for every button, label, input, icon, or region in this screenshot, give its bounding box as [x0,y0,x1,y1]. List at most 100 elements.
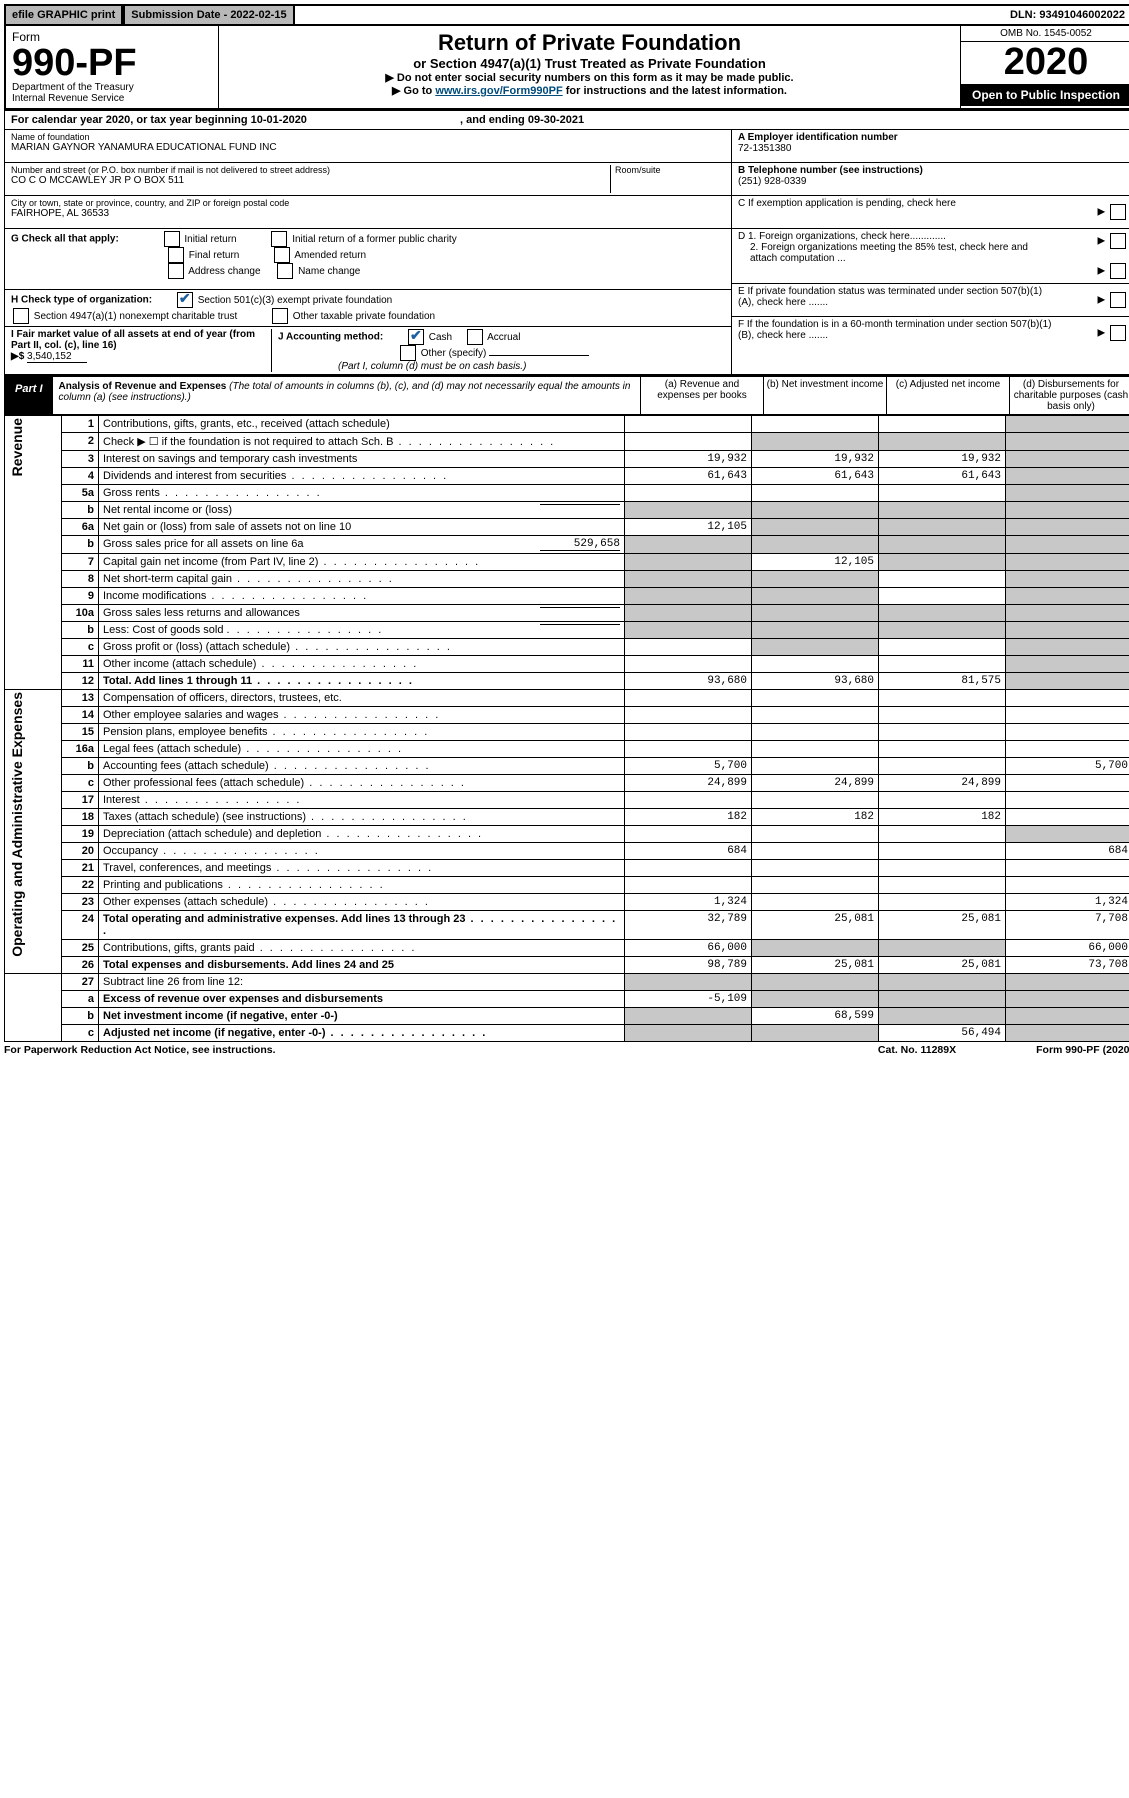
amount-cell [752,588,879,605]
initial-pub-label: Initial return of a former public charit… [292,234,457,245]
i-arrow: ▶$ [11,351,24,362]
h-row: H Check type of organization: Section 50… [5,290,731,327]
line-number: b [62,1008,99,1025]
addr-change-checkbox[interactable] [168,263,184,279]
line-description: Income modifications [99,588,625,605]
table-row: 25Contributions, gifts, grants paid66,00… [5,940,1129,957]
amount-cell [1006,792,1129,809]
amount-cell: 61,643 [879,468,1006,485]
line-description: Other employee salaries and wages [99,707,625,724]
ein-row: A Employer identification number 72-1351… [732,130,1129,163]
amount-cell [625,741,752,758]
amount-cell [879,502,1006,519]
f-checkbox[interactable] [1110,325,1126,341]
form-subtitle: or Section 4947(a)(1) Trust Treated as P… [225,56,954,71]
initial-pub-checkbox[interactable] [271,231,287,247]
room-label: Room/suite [615,165,725,175]
cal-mid: , and ending [460,114,528,126]
amount-cell [752,690,879,707]
line-description: Net rental income or (loss) [99,502,625,519]
cat-no: Cat. No. 11289X [878,1044,956,1056]
entity-left: Name of foundation MARIAN GAYNOR YANAMUR… [5,130,731,374]
line-number: 23 [62,894,99,911]
line-description: Net gain or (loss) from sale of assets n… [99,519,625,536]
ein-value: 72-1351380 [738,143,791,154]
line-description: Gross profit or (loss) (attach schedule) [99,639,625,656]
c-checkbox[interactable] [1110,204,1126,220]
efile-graphic-label: efile GRAPHIC print [6,6,123,24]
amount-cell [1006,622,1129,639]
line-description: Check ▶ ☐ if the foundation is not requi… [99,433,625,451]
line-description: Other expenses (attach schedule) [99,894,625,911]
line-description: Other professional fees (attach schedule… [99,775,625,792]
table-row: Operating and Administrative Expenses13C… [5,690,1129,707]
amount-cell [879,860,1006,877]
irs-label: Internal Revenue Service [12,93,212,104]
c-label: C If exemption application is pending, c… [738,198,956,209]
line-description: Net investment income (if negative, ente… [99,1008,625,1025]
amount-cell [879,1008,1006,1025]
amended-checkbox[interactable] [274,247,290,263]
amount-cell [1006,1008,1129,1025]
instruction-1: ▶ Do not enter social security numbers o… [225,71,954,84]
amount-cell [1006,416,1129,433]
other-tax-checkbox[interactable] [272,308,288,324]
line-number: 7 [62,554,99,571]
line-description: Pension plans, employee benefits [99,724,625,741]
table-row: 2Check ▶ ☐ if the foundation is not requ… [5,433,1129,451]
table-row: 18Taxes (attach schedule) (see instructi… [5,809,1129,826]
amount-cell: 24,899 [879,775,1006,792]
d2-checkbox[interactable] [1110,263,1126,279]
section-label [5,974,62,1042]
ein-label: A Employer identification number [738,132,898,143]
other-tax-label: Other taxable private foundation [293,311,435,322]
tel-label: B Telephone number (see instructions) [738,165,923,176]
dln-label: DLN: 93491046002022 [1004,6,1129,24]
initial-return-checkbox[interactable] [164,231,180,247]
col-a-header: (a) Revenue and expenses per books [640,377,763,414]
amount-cell [625,877,752,894]
amount-cell [625,554,752,571]
table-row: 9Income modifications [5,588,1129,605]
e-checkbox[interactable] [1110,292,1126,308]
s4947-checkbox[interactable] [13,308,29,324]
h-label: H Check type of organization: [11,295,152,306]
amount-cell: 25,081 [752,911,879,940]
line-number: 16a [62,741,99,758]
s501-label: Section 501(c)(3) exempt private foundat… [198,295,393,306]
other-method-checkbox[interactable] [400,345,416,361]
line-number: b [62,502,99,519]
irs-link[interactable]: www.irs.gov/Form990PF [435,85,562,97]
amount-cell [1006,991,1129,1008]
accrual-checkbox[interactable] [467,329,483,345]
amount-cell: -5,109 [625,991,752,1008]
amount-cell [879,519,1006,536]
final-return-checkbox[interactable] [168,247,184,263]
d1-checkbox[interactable] [1110,233,1126,249]
col-b-header: (b) Net investment income [763,377,886,414]
amount-cell [1006,877,1129,894]
table-row: 11Other income (attach schedule) [5,656,1129,673]
line-number: b [62,536,99,554]
i-label: I Fair market value of all assets at end… [11,329,255,351]
amount-cell [1006,519,1129,536]
line-number: c [62,1025,99,1042]
line-description: Gross sales price for all assets on line… [99,536,625,554]
calendar-row: For calendar year 2020, or tax year begi… [5,111,1129,130]
amount-cell [752,639,879,656]
instr2-pre: ▶ Go to [392,85,435,97]
col-d-header: (d) Disbursements for charitable purpose… [1009,377,1129,414]
amount-cell: 684 [1006,843,1129,860]
amount-cell [879,792,1006,809]
e-row: E If private foundation status was termi… [732,284,1129,317]
amount-cell [879,690,1006,707]
amount-cell [1006,809,1129,826]
amount-cell [879,741,1006,758]
main-table: Revenue1Contributions, gifts, grants, et… [4,415,1129,1042]
d2-label: 2. Foreign organizations meeting the 85%… [750,242,1050,264]
amount-cell [1006,673,1129,690]
cash-checkbox[interactable] [408,329,424,345]
s501-checkbox[interactable] [177,292,193,308]
name-change-checkbox[interactable] [277,263,293,279]
amount-cell [625,502,752,519]
